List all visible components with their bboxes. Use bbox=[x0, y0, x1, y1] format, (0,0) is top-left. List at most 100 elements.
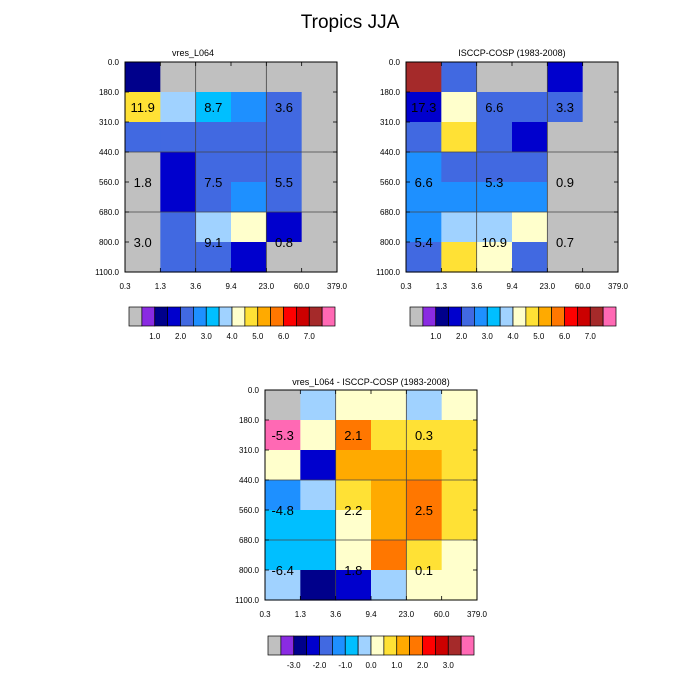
x-tick-label: 379.0 bbox=[608, 282, 629, 291]
cell-value-label: 5.4 bbox=[415, 235, 433, 250]
heatmap-cell bbox=[406, 390, 443, 421]
x-tick-label: 1.3 bbox=[155, 282, 167, 291]
x-tick-label: 379.0 bbox=[327, 282, 348, 291]
colorbar-swatch bbox=[193, 306, 207, 327]
heatmap-cell bbox=[300, 540, 337, 571]
panel-model-title: vres_L064 bbox=[172, 48, 214, 58]
heatmap-cell bbox=[125, 152, 161, 183]
y-tick-label: 680.0 bbox=[99, 208, 120, 217]
cell-value-label: 3.0 bbox=[134, 235, 152, 250]
heatmap-cell bbox=[441, 570, 478, 601]
heatmap-cell bbox=[265, 450, 301, 481]
heatmap-cell bbox=[195, 242, 232, 273]
heatmap-cell bbox=[160, 92, 197, 123]
colorbar-swatch bbox=[460, 635, 475, 656]
colorbar-swatch bbox=[167, 306, 181, 327]
y-tick-label: 310.0 bbox=[380, 118, 401, 127]
heatmap-cell bbox=[582, 62, 619, 93]
y-tick-label: 560.0 bbox=[99, 178, 120, 187]
heatmap-cell bbox=[441, 480, 478, 511]
heatmap-cell bbox=[547, 182, 584, 213]
heatmap-cell bbox=[160, 182, 197, 213]
colorbar-label: 1.0 bbox=[391, 661, 403, 670]
colorbar-label: -2.0 bbox=[313, 661, 327, 670]
heatmap-cell bbox=[300, 570, 337, 601]
heatmap-cell bbox=[160, 212, 197, 243]
heatmap-cell bbox=[231, 62, 267, 93]
colorbar-swatch bbox=[589, 306, 604, 327]
colorbar-swatch bbox=[486, 306, 501, 327]
heatmap-cell bbox=[301, 92, 338, 123]
heatmap-cell bbox=[125, 242, 161, 273]
y-tick-label: 800.0 bbox=[380, 238, 401, 247]
heatmap-cell bbox=[335, 420, 372, 451]
heatmap-cell bbox=[300, 390, 337, 421]
colorbar-swatch bbox=[296, 306, 310, 327]
heatmap-cell bbox=[266, 92, 303, 123]
colorbar-swatch bbox=[308, 306, 323, 327]
heatmap-cell bbox=[195, 152, 232, 183]
heatmap-cell bbox=[441, 62, 478, 93]
heatmap-cell bbox=[547, 212, 584, 243]
colorbar-swatch bbox=[231, 306, 246, 327]
heatmap-cell bbox=[301, 242, 338, 273]
cell-value-label: 7.5 bbox=[204, 175, 222, 190]
heatmap-cell bbox=[406, 480, 443, 511]
heatmap-cell bbox=[512, 92, 548, 123]
heatmap-cell bbox=[441, 182, 478, 213]
x-tick-label: 60.0 bbox=[575, 282, 591, 291]
colorbar-swatch bbox=[461, 306, 475, 327]
cell-value-label: 8.7 bbox=[204, 100, 222, 115]
x-tick-label: 0.3 bbox=[259, 610, 271, 619]
heatmap-cell bbox=[335, 510, 372, 541]
heatmap-cell bbox=[582, 92, 619, 123]
x-tick-label: 379.0 bbox=[467, 610, 488, 619]
cell-value-label: 11.9 bbox=[130, 100, 154, 115]
heatmap-cell bbox=[371, 450, 407, 481]
heatmap-cell bbox=[195, 62, 232, 93]
colorbar-label: -1.0 bbox=[338, 661, 352, 670]
cell-value-label: 0.1 bbox=[415, 563, 433, 578]
heatmap-cell bbox=[265, 540, 301, 571]
heatmap-cell bbox=[371, 480, 407, 511]
colorbar-swatch bbox=[257, 306, 271, 327]
colorbar-swatch bbox=[602, 306, 617, 327]
x-tick-label: 60.0 bbox=[294, 282, 310, 291]
y-tick-label: 560.0 bbox=[239, 506, 260, 515]
heatmap-cell bbox=[441, 390, 478, 421]
cell-value-label: 0.3 bbox=[415, 428, 433, 443]
heatmap-cell bbox=[301, 122, 338, 153]
y-tick-label: 1100.0 bbox=[376, 268, 400, 277]
colorbar-swatch bbox=[422, 306, 437, 327]
heatmap-cell bbox=[371, 510, 407, 541]
heatmap-cell bbox=[547, 122, 584, 153]
heatmap-cell bbox=[195, 92, 232, 123]
heatmap-cell bbox=[265, 510, 301, 541]
heatmap-cell bbox=[406, 152, 442, 183]
cell-value-label: -6.4 bbox=[271, 563, 293, 578]
heatmap-cell bbox=[125, 62, 161, 93]
x-tick-label: 9.4 bbox=[365, 610, 377, 619]
heatmap-cell bbox=[371, 570, 407, 601]
y-tick-label: 310.0 bbox=[239, 446, 260, 455]
colorbar-label: 2.0 bbox=[456, 332, 468, 341]
heatmap-cell bbox=[476, 182, 513, 213]
heatmap-cell bbox=[266, 62, 303, 93]
heatmap-cell bbox=[195, 182, 232, 213]
heatmap-cell bbox=[406, 182, 442, 213]
colorbar-label: 4.0 bbox=[226, 332, 238, 341]
colorbar-swatch bbox=[267, 635, 282, 656]
heatmap-cell bbox=[371, 540, 407, 571]
heatmap-cell bbox=[266, 152, 303, 183]
heatmap-cell bbox=[265, 570, 301, 601]
panel-observations-title: ISCCP-COSP (1983-2008) bbox=[458, 48, 565, 58]
heatmap-cell bbox=[476, 62, 513, 93]
x-tick-label: 3.6 bbox=[330, 610, 342, 619]
colorbar-swatch bbox=[205, 306, 220, 327]
heatmap-cell bbox=[512, 242, 548, 273]
colorbar-swatch bbox=[447, 635, 462, 656]
colorbar-swatch bbox=[344, 635, 359, 656]
colorbar-label: 3.0 bbox=[482, 332, 494, 341]
heatmap-cell bbox=[335, 570, 372, 601]
heatmap-cell bbox=[512, 62, 548, 93]
